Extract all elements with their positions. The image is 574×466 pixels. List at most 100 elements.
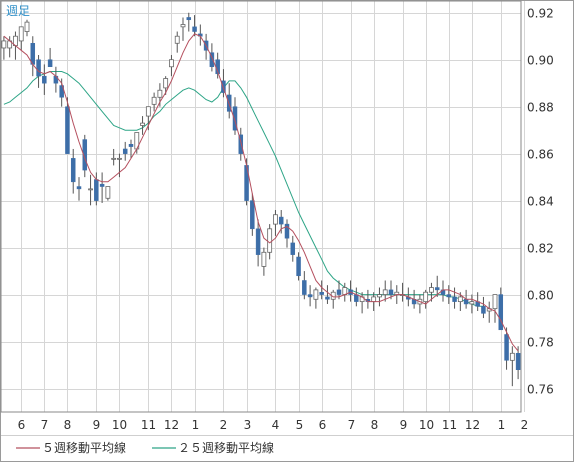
x-tick-label: 5 (296, 418, 304, 432)
x-tick-label: 3 (244, 418, 252, 432)
y-tick-label: 0.86 (527, 148, 554, 162)
candlestick (105, 186, 111, 201)
candlestick (42, 64, 47, 95)
candle-body-down (284, 223, 290, 239)
candlestick (388, 280, 394, 300)
candle-body-up (273, 214, 278, 225)
candle-body-down (99, 183, 105, 187)
candle-body-up (509, 352, 515, 361)
candlesticks (1, 12, 521, 387)
x-tick-label: 2 (220, 418, 228, 432)
candlestick (296, 252, 301, 281)
candlestick (336, 280, 342, 300)
x-tick-label: 8 (371, 418, 379, 432)
ma25-legend-label: ２５週移動平均線 (178, 440, 274, 455)
candle-body-down (504, 334, 509, 361)
candlestick (180, 17, 186, 41)
x-tick-label: 7 (41, 418, 49, 432)
candle-body-down (76, 186, 82, 190)
candle-body-up (180, 24, 186, 28)
y-tick-label: 0.82 (527, 242, 554, 256)
x-tick-label: 9 (400, 418, 408, 432)
candle-body-up (267, 228, 273, 253)
y-axis-tick-labels: 0.76 0.78 0.80 0.82 0.84 0.86 0.88 0.90 0.92 (527, 7, 554, 397)
candle-body-down (82, 139, 88, 171)
candle-body-down (232, 106, 238, 131)
candlestick (82, 134, 88, 178)
candle-body-down (65, 106, 70, 154)
candle-body-up (382, 289, 388, 295)
candle-body-down (515, 353, 521, 370)
candlestick (481, 296, 486, 319)
candle-body-up (157, 89, 163, 98)
candlestick (117, 153, 122, 178)
candlestick (169, 55, 174, 77)
candlestick (509, 346, 515, 387)
candle-body-up (163, 78, 169, 89)
x-tick-label: 6 (18, 418, 26, 432)
x-tick-label: 10 (419, 418, 434, 432)
candlestick (434, 275, 440, 297)
candle-body-down (278, 216, 284, 225)
candle-body-down (325, 296, 330, 300)
candlestick (122, 141, 128, 161)
candle-body-down (388, 289, 394, 295)
candlestick (140, 116, 145, 135)
candle-body-down (250, 200, 255, 230)
candlestick (232, 97, 238, 135)
candle-body-up (24, 21, 30, 32)
candle-body-up (469, 301, 475, 305)
candlestick (307, 285, 313, 307)
candle-body-down (446, 294, 452, 298)
candle-body-down (238, 134, 244, 154)
candlestick (273, 210, 278, 236)
candlestick (423, 289, 429, 309)
candle-body-down (59, 85, 64, 98)
candlestick (76, 177, 82, 201)
x-tick-label: 4 (272, 418, 280, 432)
candle-body-up (313, 289, 319, 300)
candlestick (498, 287, 504, 331)
x-tick-label: 1 (192, 418, 200, 432)
candle-body-down (70, 158, 76, 183)
candle-body-down (255, 228, 261, 255)
candle-body-down (302, 280, 307, 295)
ma5-legend-label: ５週移動平均線 (42, 440, 126, 455)
candle-body-up (423, 291, 429, 303)
candlestick (174, 31, 180, 53)
candlestick (504, 327, 509, 370)
candle-body-down (463, 299, 469, 305)
candle-body-down (192, 26, 197, 32)
candlestick (446, 285, 452, 304)
candle-body-up (371, 296, 377, 303)
candle-body-down (452, 296, 457, 302)
x-tick-label: 11 (442, 418, 457, 432)
candle-body-up (145, 106, 151, 117)
candle-body-down (209, 52, 215, 68)
candle-body-up (377, 294, 382, 298)
ma5-series-line (3, 33, 519, 352)
candlestick (261, 247, 267, 276)
candlestick (515, 346, 521, 380)
candlestick (128, 139, 134, 159)
candlestick (70, 148, 76, 194)
candle-body-down (290, 242, 296, 255)
candle-body-up (174, 35, 180, 44)
candlestick (325, 285, 330, 304)
candle-body-up (88, 188, 93, 191)
candle-body-down (128, 144, 134, 147)
candlestick (24, 19, 30, 37)
x-tick-label: 1 (498, 418, 506, 432)
candle-body-down (94, 179, 99, 201)
candle-body-down (481, 306, 486, 314)
candlestick (302, 271, 307, 300)
candle-body-down (122, 148, 128, 154)
candle-body-up (105, 186, 111, 199)
ma5-layer (3, 33, 519, 352)
candle-body-up (457, 296, 463, 303)
candle-body-down (296, 256, 301, 277)
candlestick (284, 219, 290, 248)
candlestick (290, 235, 296, 262)
